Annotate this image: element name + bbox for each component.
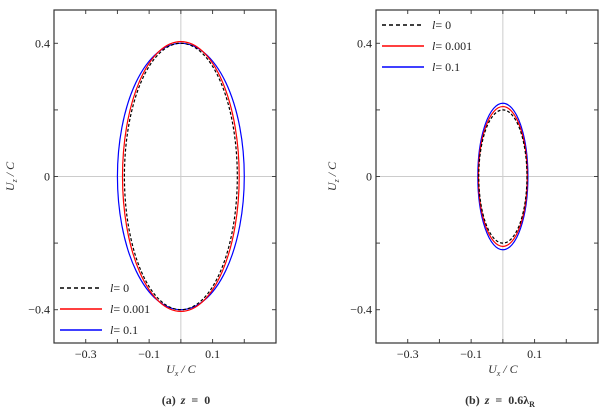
y-axis-label-sub: z [332,178,341,183]
series-l-0 [478,109,528,244]
x-axis-label: Ux / C [488,362,519,378]
y-tick-label: 0.4 [357,36,372,50]
legend-var: l [110,302,114,316]
y-axis-label-main: U [3,181,17,191]
y-tick-label: 0.4 [35,36,50,50]
y-axis-label-main: U [325,181,339,191]
legend-value: = 0 [113,281,129,295]
legend-label: l= 0 [110,281,129,295]
y-tick-label: 0 [366,170,372,184]
legend-var: l [110,323,114,337]
x-axis-label-sub: x [174,369,179,378]
legend-value: = 0.001 [113,302,150,316]
x-axis-label-main: U [488,362,498,376]
legend-label: l= 0.1 [110,323,138,337]
panel-b: −0.3 −0.1 0.10.40−0.4Ux / CUz / Cl= 0l= 0.… [325,9,599,409]
series-l-0-1 [477,102,529,251]
x-axis-label-rest: / C [500,362,518,376]
legend-var: l [432,60,436,74]
x-axis-label-sub: x [496,369,501,378]
x-tick-label: 0.1 [205,347,220,361]
x-tick-label: 0.1 [527,347,542,361]
x-tick-label: −0.3 [75,347,97,361]
legend-var: l [432,39,436,53]
legend-label: l= 0 [432,18,451,32]
caption-label: (a) [162,393,176,407]
legend-var: l [432,18,436,32]
y-axis-label-rest: / C [3,161,17,179]
x-tick-label: −0.1 [138,347,160,361]
caption-sub: R [529,400,535,409]
y-tick-label: −0.4 [350,303,372,317]
caption-value: 0.6λ [508,393,529,407]
legend-var: l [110,281,114,295]
panel-a: −0.3 −0.1 0.10.40−0.4Ux / CUz / Cl= 0l= 0.… [3,9,277,407]
series-l-0-001 [121,41,240,312]
plot-frame [375,9,599,344]
panel-caption: (a) z = 0 [162,393,211,407]
panel-caption: (b) z = 0.6λR [465,393,535,409]
legend-label: l= 0.001 [110,302,150,316]
x-tick-label: −0.3 [397,347,419,361]
series-l-0 [123,42,238,311]
caption-var: z [484,393,490,407]
x-axis-label: Ux / C [166,362,197,378]
y-axis-label-rest: / C [325,161,339,179]
caption-value: 0 [204,393,210,407]
x-axis-label-rest: / C [178,362,196,376]
y-axis-label: Uz / C [325,161,341,191]
legend-value: = 0 [435,18,451,32]
legend-value: = 0.1 [113,323,138,337]
caption-eq: = [191,393,198,407]
plot-frame [53,9,277,344]
legend-value: = 0.1 [435,60,460,74]
legend-label: l= 0.001 [432,39,472,53]
caption-eq: = [495,393,502,407]
y-tick-label: −0.4 [28,303,50,317]
x-tick-label: −0.1 [460,347,482,361]
legend-value: = 0.001 [435,39,472,53]
x-axis-label-main: U [166,362,176,376]
y-axis-label: Uz / C [3,161,19,191]
y-tick-label: 0 [44,170,50,184]
caption-var: z [180,393,186,407]
legend-label: l= 0.1 [432,60,460,74]
y-axis-label-sub: z [10,178,19,183]
caption-label: (b) [465,393,480,407]
